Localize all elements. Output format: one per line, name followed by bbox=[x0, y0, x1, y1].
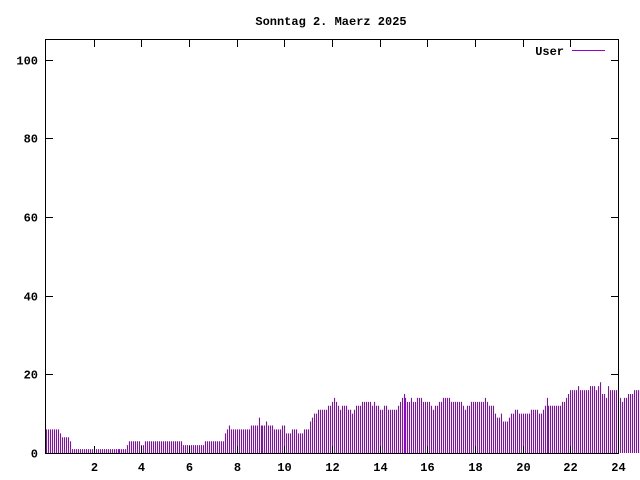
y-tick-label: 100 bbox=[16, 55, 38, 69]
x-tick-label: 18 bbox=[468, 461, 482, 475]
bars-group bbox=[46, 382, 639, 453]
x-tick-label: 22 bbox=[563, 461, 577, 475]
chart-title: Sonntag 2. Maerz 2025 bbox=[255, 15, 406, 29]
y-tick-label: 60 bbox=[24, 212, 38, 226]
x-tick-label: 16 bbox=[420, 461, 434, 475]
x-tick-label: 24 bbox=[611, 461, 625, 475]
x-tick-label: 10 bbox=[277, 461, 291, 475]
y-tick-label: 0 bbox=[31, 448, 38, 462]
y-tick-label: 80 bbox=[24, 133, 38, 147]
y-tick-label: 20 bbox=[24, 369, 38, 383]
plot-frame bbox=[45, 39, 619, 454]
legend: User bbox=[535, 45, 605, 59]
x-tick-label: 6 bbox=[186, 461, 193, 475]
legend-label-user: User bbox=[535, 45, 564, 59]
x-tick-label: 12 bbox=[325, 461, 339, 475]
x-tick-label: 14 bbox=[373, 461, 387, 475]
x-tick-label: 8 bbox=[234, 461, 241, 475]
x-tick-label: 4 bbox=[138, 461, 145, 475]
y-tick-label: 40 bbox=[24, 291, 38, 305]
x-tick-label: 20 bbox=[516, 461, 530, 475]
x-tick-label: 2 bbox=[91, 461, 98, 475]
